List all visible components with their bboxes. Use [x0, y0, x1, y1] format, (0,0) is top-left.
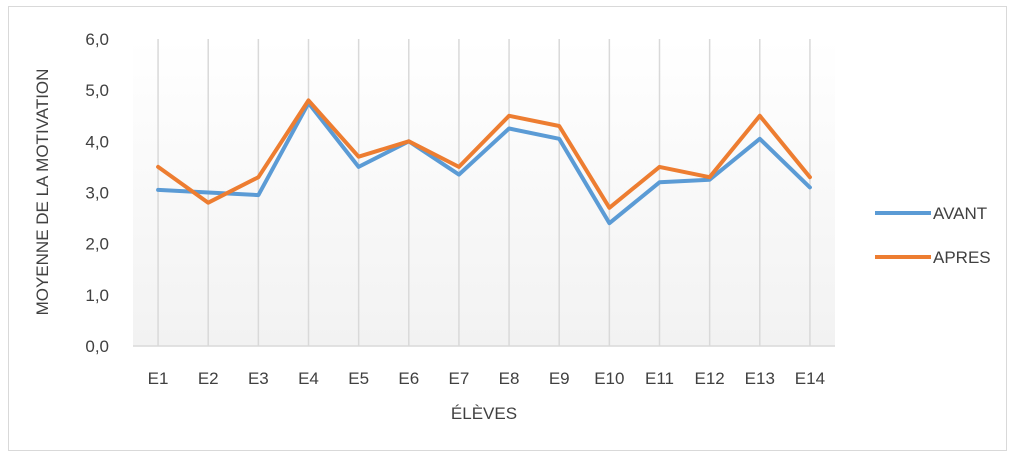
- x-tick-label: E3: [248, 369, 269, 388]
- x-tick-label: E12: [695, 369, 725, 388]
- y-tick-label: 4,0: [85, 132, 109, 151]
- legend: AVANT APRES: [875, 204, 991, 267]
- y-tick-label: 5,0: [85, 81, 109, 100]
- y-tick-label: 0,0: [85, 337, 109, 356]
- y-axis-tick-labels: 0,0 1,0 2,0 3,0 4,0 5,0 6,0: [85, 30, 109, 356]
- x-tick-label: E14: [795, 369, 825, 388]
- series-line-apres: [156, 98, 812, 210]
- x-tick-label: E2: [198, 369, 219, 388]
- y-tick-label: 3,0: [85, 184, 109, 203]
- x-tick-label: E6: [398, 369, 419, 388]
- x-tick-label: E5: [348, 369, 369, 388]
- y-tick-label: 1,0: [85, 286, 109, 305]
- series-line-avant: [156, 101, 812, 226]
- x-axis-label: ÉLÈVES: [451, 404, 517, 423]
- line-chart: 0,0 1,0 2,0 3,0 4,0 5,0 6,0 E1 E2 E3 E4 E5 E6 E7 E8 E9…: [33, 30, 991, 423]
- x-tick-label: E11: [645, 369, 674, 388]
- x-axis-tick-labels: E1 E2 E3 E4 E5 E6 E7 E8 E9 E10 E11 E12 E13 E14: [148, 369, 825, 388]
- x-tick-label: E13: [745, 369, 775, 388]
- x-tick-label: E4: [298, 369, 319, 388]
- x-tick-label: E1: [148, 369, 169, 388]
- chart-frame: 0,0 1,0 2,0 3,0 4,0 5,0 6,0 E1 E2 E3 E4 E5 E6 E7 E8 E9…: [8, 6, 1007, 451]
- x-tick-label: E8: [499, 369, 520, 388]
- y-tick-label: 2,0: [85, 235, 109, 254]
- gridlines: [133, 39, 835, 347]
- legend-label-avant: AVANT: [933, 204, 987, 223]
- series-lines: [156, 98, 812, 226]
- y-tick-label: 6,0: [85, 30, 109, 49]
- x-tick-label: E9: [549, 369, 570, 388]
- plot-area: [133, 39, 835, 346]
- legend-label-apres: APRES: [933, 248, 991, 267]
- y-axis-label: MOYENNE DE LA MOTIVATION: [33, 69, 52, 316]
- x-tick-label: E7: [449, 369, 470, 388]
- x-tick-label: E10: [594, 369, 624, 388]
